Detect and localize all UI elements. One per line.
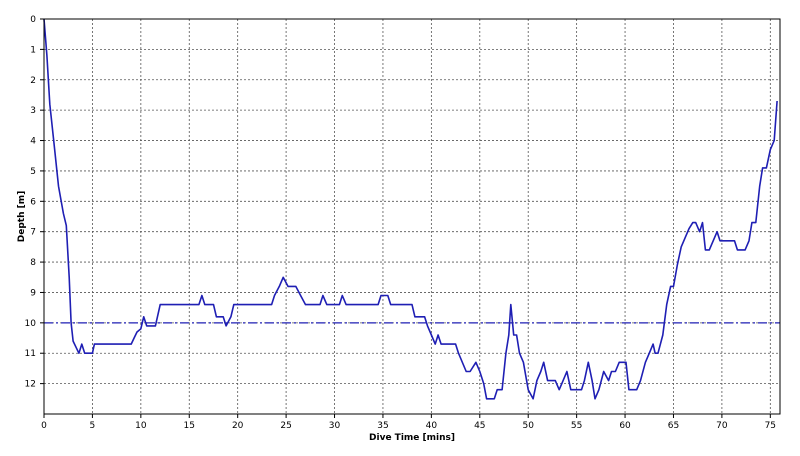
x-tick-label: 50 (522, 421, 534, 431)
plot-frame (43, 18, 781, 415)
x-tick-label: 65 (668, 421, 679, 431)
y-tick-label: 3 (30, 106, 36, 116)
y-tick-label: 0 (30, 15, 36, 25)
y-tick-label: 4 (30, 137, 36, 147)
series-layer (43, 18, 778, 400)
x-tick-label: 15 (184, 421, 195, 431)
y-tick-label: 10 (25, 319, 37, 329)
x-tick-label: 70 (716, 421, 728, 431)
y-tick-label: 7 (30, 228, 36, 238)
y-tick-label: 1 (30, 45, 36, 55)
y-tick-label: 8 (30, 258, 36, 268)
grid-lines (44, 19, 780, 414)
x-tick-label: 30 (329, 421, 341, 431)
x-tick-label: 60 (619, 421, 631, 431)
x-tick-label: 55 (571, 421, 582, 431)
y-tick-label: 12 (25, 380, 36, 390)
y-axis-label: Depth [m] (17, 191, 27, 242)
y-tick-label: 6 (30, 197, 36, 207)
x-tick-label: 5 (90, 421, 96, 431)
depth-series-line (43, 18, 778, 400)
y-tick-label: 5 (30, 167, 36, 177)
x-tick-label: 75 (765, 421, 776, 431)
y-tick-label: 9 (30, 288, 36, 298)
x-tick-label: 25 (280, 421, 291, 431)
x-tick-label: 45 (474, 421, 485, 431)
x-axis-ticks: 0 5 10 15 20 25 30 35 40 45 50 55 60 65 70 75 (41, 414, 776, 431)
x-tick-label: 0 (41, 421, 47, 431)
x-tick-label: 20 (232, 421, 244, 431)
x-axis-label: Dive Time [mins] (369, 433, 455, 443)
y-tick-label: 11 (25, 349, 36, 359)
x-tick-label: 10 (135, 421, 147, 431)
y-tick-label: 2 (30, 76, 36, 86)
x-tick-label: 40 (426, 421, 438, 431)
x-tick-label: 35 (377, 421, 388, 431)
